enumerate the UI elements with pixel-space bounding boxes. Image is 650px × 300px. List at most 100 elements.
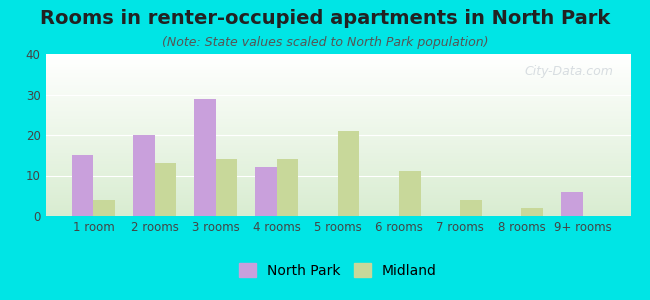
Bar [561, 192, 582, 216]
Bar [46, 148, 630, 150]
Bar [46, 104, 630, 106]
Bar [46, 91, 630, 93]
Bar [46, 145, 630, 146]
Bar [46, 128, 630, 130]
Bar [94, 200, 115, 216]
Bar [46, 153, 630, 154]
Bar [46, 154, 630, 156]
Bar [460, 200, 482, 216]
Bar [133, 135, 155, 216]
Bar [46, 134, 630, 135]
Text: City-Data.com: City-Data.com [524, 65, 613, 78]
Bar [46, 112, 630, 114]
Bar [46, 180, 630, 182]
Bar [46, 106, 630, 107]
Bar [46, 120, 630, 122]
Bar [46, 158, 630, 159]
Bar [46, 161, 630, 163]
Bar [46, 150, 630, 151]
Bar [46, 67, 630, 69]
Bar [46, 83, 630, 85]
Bar [46, 64, 630, 65]
Bar [46, 107, 630, 109]
Bar [46, 163, 630, 164]
Bar [46, 208, 630, 209]
Bar [46, 80, 630, 82]
Bar [46, 93, 630, 94]
Text: (Note: State values scaled to North Park population): (Note: State values scaled to North Park… [162, 36, 488, 49]
Bar [46, 185, 630, 187]
Bar [46, 109, 630, 111]
Bar [46, 172, 630, 174]
Bar [46, 151, 630, 153]
Bar [46, 116, 630, 117]
Bar [46, 200, 630, 201]
Bar [46, 127, 630, 128]
Bar [46, 206, 630, 208]
Bar [46, 169, 630, 171]
Bar [46, 85, 630, 86]
Bar [46, 98, 630, 99]
Bar [46, 177, 630, 179]
Bar [46, 125, 630, 127]
Bar [46, 90, 630, 91]
Bar [46, 59, 630, 61]
Bar [46, 88, 630, 90]
Bar [46, 96, 630, 98]
Bar [194, 98, 216, 216]
Bar [46, 57, 630, 59]
Text: Rooms in renter-occupied apartments in North Park: Rooms in renter-occupied apartments in N… [40, 9, 610, 28]
Bar [46, 62, 630, 64]
Legend: North Park, Midland: North Park, Midland [235, 259, 441, 282]
Bar [46, 111, 630, 112]
Bar [46, 146, 630, 148]
Bar [46, 99, 630, 101]
Bar [46, 193, 630, 195]
Bar [46, 188, 630, 190]
Bar [46, 179, 630, 180]
Bar [46, 198, 630, 200]
Bar [521, 208, 543, 216]
Bar [46, 184, 630, 185]
Bar [72, 155, 94, 216]
Bar [46, 164, 630, 166]
Bar [46, 70, 630, 72]
Bar [46, 203, 630, 205]
Bar [46, 182, 630, 184]
Bar [46, 65, 630, 67]
Bar [46, 103, 630, 104]
Bar [46, 122, 630, 124]
Bar [46, 209, 630, 211]
Bar [46, 196, 630, 198]
Bar [46, 132, 630, 134]
Bar [277, 159, 298, 216]
Bar [46, 174, 630, 176]
Bar [46, 75, 630, 77]
Bar [46, 94, 630, 96]
Bar [46, 143, 630, 145]
Bar [46, 114, 630, 116]
Bar [255, 167, 277, 216]
Bar [46, 140, 630, 142]
Bar [46, 69, 630, 70]
Bar [46, 142, 630, 143]
Bar [46, 201, 630, 203]
Bar [46, 187, 630, 188]
Bar [399, 171, 421, 216]
Bar [46, 56, 630, 57]
Bar [46, 176, 630, 177]
Bar [46, 138, 630, 140]
Bar [46, 119, 630, 120]
Bar [46, 74, 630, 75]
Bar [46, 166, 630, 167]
Bar [338, 131, 359, 216]
Bar [46, 167, 630, 169]
Bar [46, 86, 630, 88]
Bar [46, 61, 630, 62]
Bar [46, 171, 630, 172]
Bar [46, 159, 630, 161]
Bar [155, 163, 176, 216]
Bar [46, 130, 630, 132]
Bar [46, 156, 630, 158]
Bar [46, 101, 630, 103]
